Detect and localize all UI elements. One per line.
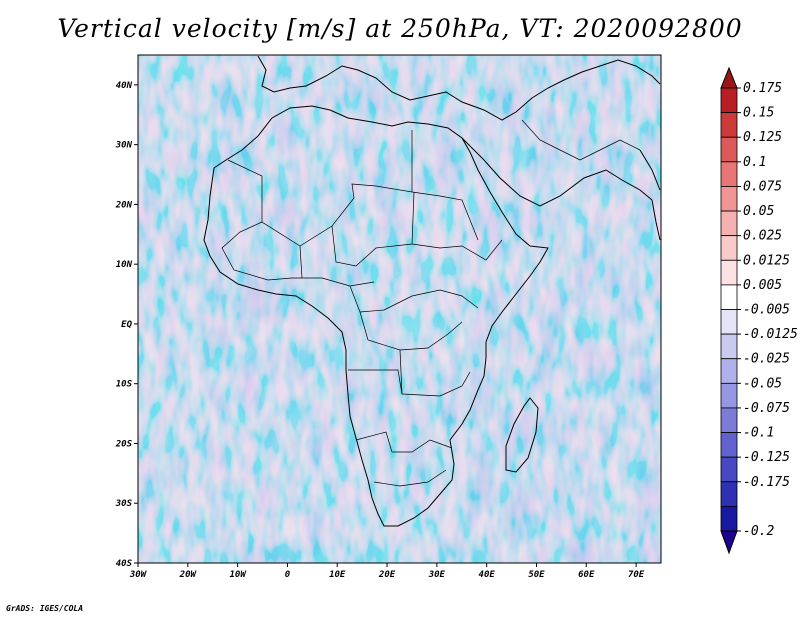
colorbar-box — [720, 382, 738, 409]
border-line — [411, 191, 479, 241]
colorbar-label: -0.2 — [743, 524, 774, 539]
colorbar-label: 0.175 — [743, 81, 782, 96]
colorbar-box — [720, 358, 738, 384]
lat-tick-label: 10N — [116, 260, 133, 270]
colorbar-box — [720, 456, 738, 483]
longitude-ticks: 30W 20W 10W 0 10E 20E 30E 40E 50E 60E 70E — [129, 563, 645, 580]
lat-tick-label: 30N — [115, 141, 133, 151]
border-line — [411, 239, 503, 261]
colorbar-box — [720, 505, 738, 532]
colorbar-arrow-bottom — [720, 530, 738, 555]
colorbar-box — [720, 309, 738, 335]
colorbar-label: -0.0125 — [743, 327, 798, 342]
border-line — [221, 221, 375, 287]
lon-tick-label: 20E — [378, 570, 396, 580]
madagascar-coastline — [505, 397, 539, 473]
lon-tick-label: 10W — [229, 570, 247, 580]
lat-tick-label: 30S — [115, 499, 133, 509]
lat-tick-label: EQ — [121, 320, 132, 330]
plot-frame — [137, 54, 662, 564]
credit-label: GrADS: IGES/COLA — [6, 604, 84, 613]
colorbar-label: 0.05 — [743, 204, 774, 219]
colorbar-label: 0.025 — [743, 229, 782, 244]
colorbar-label: 0.1 — [743, 155, 766, 170]
colorbar-label: 0.0125 — [743, 253, 790, 268]
colorbar-box — [720, 87, 738, 114]
border-line — [521, 119, 641, 161]
border-line — [399, 349, 403, 395]
colorbar-label: -0.1 — [743, 426, 774, 441]
colorbar-box — [720, 186, 738, 212]
lon-tick-label: 30E — [428, 570, 446, 580]
colorbar-box — [720, 407, 738, 433]
india-coastline — [639, 149, 661, 191]
colorbar-boxes — [720, 66, 741, 555]
colorbar-label: -0.075 — [743, 401, 790, 416]
border-line — [299, 245, 303, 279]
colorbar-box — [720, 481, 738, 507]
lon-tick-label: 70E — [628, 570, 645, 580]
colorbar-box — [720, 210, 738, 237]
latitude-ticks: 40N 30N 20N 10N EQ 10S 20S 30S 40S — [115, 81, 138, 569]
colorbar-label: 0.15 — [743, 106, 774, 121]
africa-coastline — [203, 105, 549, 527]
field-texture-fine — [138, 55, 661, 563]
lat-tick-label: 20N — [115, 200, 133, 210]
colorbar-box — [720, 259, 738, 286]
colorbar-box — [720, 112, 738, 138]
colorbar-label: 0.125 — [743, 130, 782, 145]
map-title: Vertical velocity [m/s] at 250hPa, VT: 2… — [57, 14, 743, 43]
colorbar-box — [720, 161, 738, 187]
country-borders — [221, 119, 641, 487]
colorbar-label: 0.075 — [743, 179, 782, 194]
map-plot-area — [137, 54, 662, 564]
colorbar-label: 0.005 — [743, 278, 782, 293]
colorbar-label: -0.175 — [743, 475, 790, 490]
lon-tick-label: 0 — [285, 570, 291, 580]
colorbar-box — [720, 432, 738, 458]
arabian-peninsula-coastline — [461, 137, 661, 241]
colorbar-labels: 0.175 0.15 0.125 0.1 0.075 0.05 0.025 0.0125 0.0… — [743, 81, 798, 539]
colorbar-box — [720, 284, 738, 310]
colorbar-box — [720, 136, 738, 163]
lat-tick-label: 40N — [116, 81, 133, 91]
colorbar-label: -0.005 — [743, 303, 790, 318]
coastlines — [203, 55, 661, 527]
colorbar-box — [720, 333, 738, 360]
border-line — [373, 469, 447, 487]
colorbar-label: -0.025 — [743, 352, 790, 367]
colorbar: 0.175 0.15 0.125 0.1 0.075 0.05 0.025 0.0125 0.0… — [720, 66, 798, 555]
border-line — [355, 431, 453, 453]
border-line — [227, 130, 413, 247]
lon-tick-label: 20W — [179, 570, 198, 580]
lat-tick-label: 40S — [116, 559, 133, 569]
border-line — [348, 369, 471, 397]
lat-tick-label: 10S — [116, 380, 133, 390]
lat-tick-label: 20S — [115, 439, 133, 449]
colorbar-label: -0.125 — [743, 450, 790, 465]
lon-tick-label: 30W — [129, 570, 148, 580]
map-axes: 30W 20W 10W 0 10E 20E 30E 40E 50E 60E 70E 40N 30N 20… — [115, 81, 645, 580]
lon-tick-label: 40E — [479, 570, 496, 580]
lon-tick-label: 10E — [329, 570, 346, 580]
border-line — [359, 311, 463, 351]
colorbar-box — [720, 235, 738, 261]
europe-coastline — [257, 55, 661, 121]
lon-tick-label: 50E — [528, 570, 545, 580]
colorbar-arrow-top — [720, 66, 738, 89]
lon-tick-label: 60E — [578, 570, 595, 580]
colorbar-label: -0.05 — [743, 376, 782, 391]
border-line — [331, 191, 415, 267]
